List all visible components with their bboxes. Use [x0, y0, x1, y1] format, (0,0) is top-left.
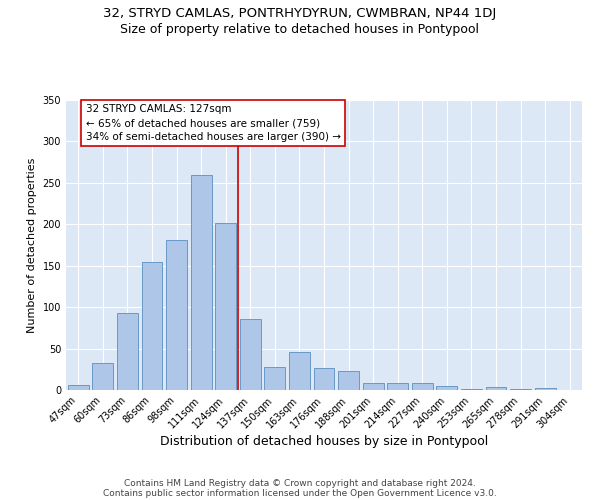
Bar [387, 382, 408, 390]
Bar [117, 313, 138, 390]
Bar [142, 262, 163, 390]
Bar [215, 224, 236, 390]
Bar [314, 368, 334, 390]
Bar [68, 385, 89, 390]
X-axis label: Distribution of detached houses by size in Pontypool: Distribution of detached houses by size … [160, 436, 488, 448]
Bar [166, 240, 187, 390]
Bar [362, 384, 383, 390]
Y-axis label: Number of detached properties: Number of detached properties [27, 158, 37, 332]
Text: Contains HM Land Registry data © Crown copyright and database right 2024.: Contains HM Land Registry data © Crown c… [124, 478, 476, 488]
Bar [240, 318, 261, 390]
Bar [485, 386, 506, 390]
Bar [461, 389, 482, 390]
Text: Contains public sector information licensed under the Open Government Licence v3: Contains public sector information licen… [103, 488, 497, 498]
Bar [510, 389, 531, 390]
Bar [436, 386, 457, 390]
Text: 32, STRYD CAMLAS, PONTRHYDYRUN, CWMBRAN, NP44 1DJ: 32, STRYD CAMLAS, PONTRHYDYRUN, CWMBRAN,… [103, 8, 497, 20]
Bar [265, 367, 286, 390]
Bar [289, 352, 310, 390]
Bar [412, 382, 433, 390]
Bar [338, 371, 359, 390]
Text: 32 STRYD CAMLAS: 127sqm
← 65% of detached houses are smaller (759)
34% of semi-d: 32 STRYD CAMLAS: 127sqm ← 65% of detache… [86, 104, 341, 142]
Bar [535, 388, 556, 390]
Bar [191, 174, 212, 390]
Text: Size of property relative to detached houses in Pontypool: Size of property relative to detached ho… [121, 22, 479, 36]
Bar [92, 362, 113, 390]
